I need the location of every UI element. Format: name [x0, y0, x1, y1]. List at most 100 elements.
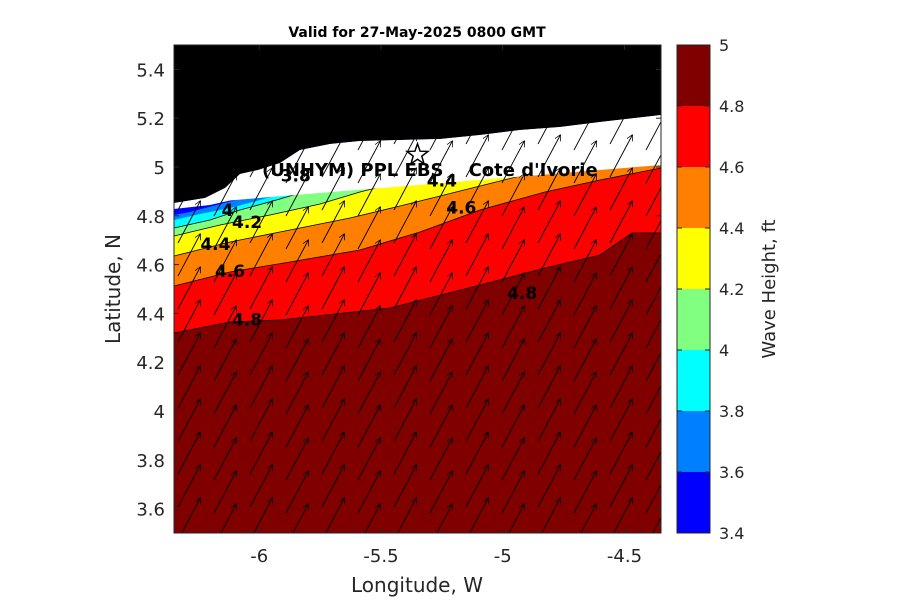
wave-arrow [465, 201, 489, 244]
wave-arrow [573, 273, 597, 316]
wave-arrow [177, 432, 201, 475]
wave-arrow [393, 300, 417, 343]
contour-labels: 3.844.24.44.44.64.64.84.8 [200, 167, 537, 331]
wave-arrow [321, 267, 345, 310]
wave-arrow [645, 120, 661, 151]
wave-arrow [573, 471, 597, 514]
y-tick-label: 4.4 [136, 304, 165, 325]
wave-arrow [249, 366, 273, 409]
wave-arrow [249, 168, 273, 211]
wave-arrow [537, 135, 561, 178]
wave-arrow [573, 207, 597, 250]
wave-arrow [501, 174, 525, 217]
site-label: (UNHYM) PPL EBS Cote d'Ivorie [262, 160, 598, 181]
wave-arrow [580, 504, 597, 533]
y-tick-label: 4.2 [136, 353, 165, 374]
wave-arrow [645, 318, 661, 349]
wave-arrow [609, 465, 633, 508]
wave-arrow [501, 240, 525, 283]
wave-arrow [573, 240, 597, 283]
wave-arrow [465, 432, 489, 475]
wave-arrow [213, 339, 237, 382]
colorbar-tick-label: 3.8 [719, 402, 744, 421]
wave-arrow [249, 201, 273, 244]
colorbar-tick-label: 3.6 [719, 463, 744, 482]
colorbar-tick-label: 5 [719, 36, 729, 55]
wave-arrow [321, 234, 345, 277]
colorbar-tick-label: 4.2 [719, 280, 744, 299]
x-axis-label: Longitude, W [351, 573, 483, 597]
wave-arrow [249, 234, 273, 277]
wave-arrow [429, 108, 453, 151]
wave-arrow [393, 234, 417, 277]
wave-arrow [285, 240, 309, 283]
wave-arrow [508, 504, 525, 533]
wave-arrow [177, 135, 201, 178]
wave-arrow [501, 141, 525, 184]
wave-arrow [321, 135, 345, 178]
wave-arrow [321, 399, 345, 442]
wave-arrow [609, 201, 633, 244]
wave-arrow [213, 372, 237, 415]
wave-arrow [645, 252, 661, 283]
wave-arrow [393, 333, 417, 376]
wave-arrow [393, 102, 417, 145]
wave-arrow [357, 141, 381, 184]
wave-arrow [465, 399, 489, 442]
wave-arrow [357, 372, 381, 415]
wave-arrow [429, 174, 453, 217]
x-tick-label: -5 [494, 546, 512, 567]
wave-arrow [321, 168, 345, 211]
wave-arrow [465, 234, 489, 277]
wave-arrow [573, 141, 597, 184]
wave-arrow [465, 135, 489, 178]
contour-label: 4.8 [507, 284, 537, 304]
wave-arrow [357, 471, 381, 514]
y-tick-label: 3.6 [136, 500, 165, 521]
colorbar-swatch [677, 45, 710, 106]
wave-arrow [429, 207, 453, 250]
x-tick-label: -4.5 [607, 546, 642, 567]
wave-arrow [609, 168, 633, 211]
contour-label: 4.6 [215, 262, 245, 282]
wave-arrow [609, 234, 633, 277]
colorbar-tick-label: 3.4 [719, 524, 744, 543]
wave-arrow [537, 366, 561, 409]
wave-arrow [573, 405, 597, 448]
wave-arrow [177, 300, 201, 343]
wave-arrow [645, 384, 661, 415]
wave-arrow [321, 366, 345, 409]
x-tick-label: -5.5 [363, 546, 398, 567]
wave-arrow [357, 174, 381, 217]
colorbar-swatch [677, 472, 710, 533]
wave-arrow [609, 333, 633, 376]
wave-arrow [465, 300, 489, 343]
wave-arrow [177, 234, 201, 277]
wave-arrow [249, 102, 273, 145]
wave-arrow [285, 141, 309, 184]
wave-arrow [220, 504, 237, 533]
wave-arrow [177, 333, 201, 376]
wave-arrow [573, 174, 597, 217]
wave-arrow [501, 471, 525, 514]
wave-arrow [285, 405, 309, 448]
wave-arrow [285, 339, 309, 382]
y-tick-label: 4.8 [136, 207, 165, 228]
wave-arrow [321, 465, 345, 508]
wave-arrow [501, 438, 525, 481]
land-mass [174, 45, 661, 203]
wave-arrow [321, 201, 345, 244]
x-tick-label: -6 [250, 546, 268, 567]
wave-arrow [213, 174, 237, 217]
wave-arrow [537, 300, 561, 343]
wave-arrow [537, 168, 561, 211]
contour-label: 4.8 [232, 311, 262, 331]
wave-arrow [177, 201, 201, 244]
wave-arrow [285, 273, 309, 316]
wave-arrow [393, 168, 417, 211]
wave-arrow [645, 219, 661, 250]
wave-arrow [177, 168, 201, 211]
colorbar-swatch [677, 289, 710, 350]
wave-arrow [429, 438, 453, 481]
